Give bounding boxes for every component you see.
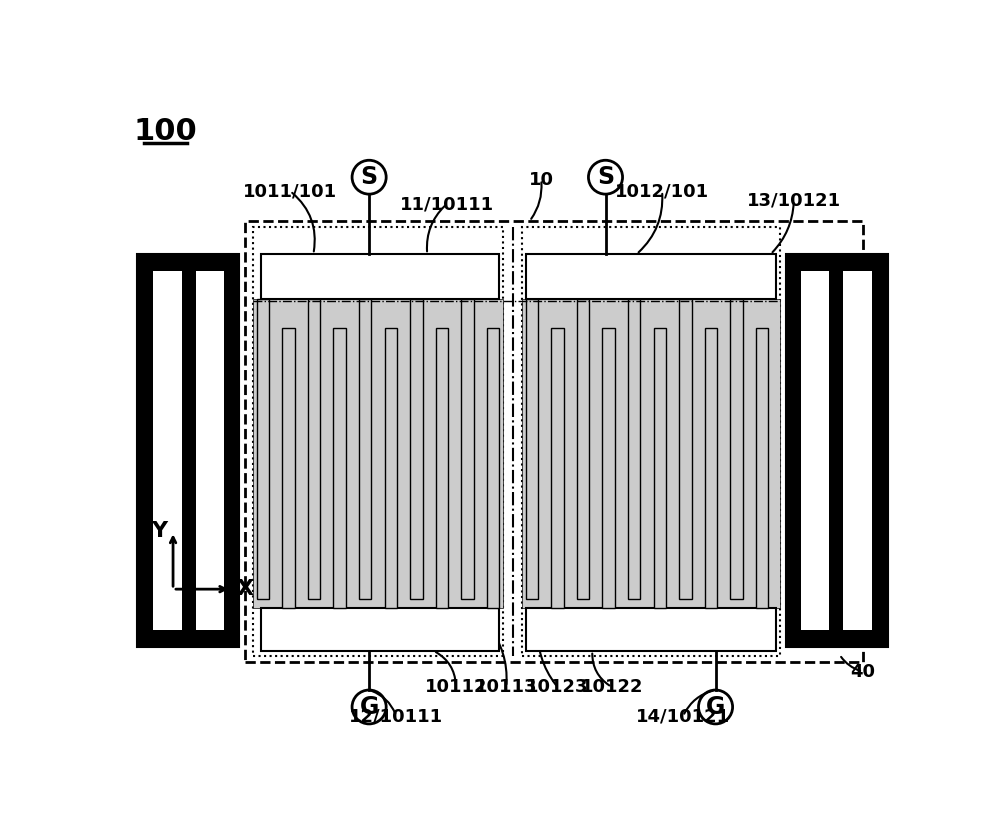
Bar xyxy=(410,299,423,600)
Text: S: S xyxy=(597,165,614,190)
Bar xyxy=(153,271,182,630)
Bar xyxy=(526,609,776,650)
Bar xyxy=(333,328,346,609)
Text: 11/10111: 11/10111 xyxy=(400,195,494,213)
Text: 10113: 10113 xyxy=(475,678,538,696)
Text: X: X xyxy=(237,579,254,600)
Bar xyxy=(786,254,888,647)
Text: G: G xyxy=(359,695,379,719)
Text: 12/10111: 12/10111 xyxy=(349,707,443,726)
Bar xyxy=(257,299,269,600)
Bar xyxy=(679,299,692,600)
Text: 13/10121: 13/10121 xyxy=(747,191,841,210)
Bar xyxy=(730,299,743,600)
Bar xyxy=(137,254,239,647)
Text: 1011/101: 1011/101 xyxy=(243,182,337,200)
Bar xyxy=(602,328,615,609)
Bar xyxy=(308,299,320,600)
Bar xyxy=(253,299,503,609)
Bar xyxy=(628,299,640,600)
Bar xyxy=(253,227,503,656)
Bar xyxy=(436,328,448,609)
Bar xyxy=(654,328,666,609)
Text: 10122: 10122 xyxy=(580,678,643,696)
Bar xyxy=(577,299,589,600)
Bar xyxy=(487,328,499,609)
Bar xyxy=(359,299,371,600)
Text: 10: 10 xyxy=(529,170,554,189)
Text: 10112: 10112 xyxy=(425,678,487,696)
Bar xyxy=(261,254,499,299)
Text: G: G xyxy=(706,695,725,719)
Text: Y: Y xyxy=(151,521,167,541)
Bar xyxy=(551,328,564,609)
Bar xyxy=(196,271,224,630)
Bar xyxy=(461,299,474,600)
Text: 10123: 10123 xyxy=(526,678,589,696)
Bar xyxy=(261,609,499,650)
Text: 40: 40 xyxy=(850,662,875,681)
Bar xyxy=(801,271,829,630)
Text: 14/10121: 14/10121 xyxy=(636,707,730,726)
Bar xyxy=(843,271,872,630)
Bar xyxy=(756,328,768,609)
Bar xyxy=(522,299,780,609)
Bar xyxy=(385,328,397,609)
Text: S: S xyxy=(361,165,378,190)
Bar xyxy=(282,328,295,609)
Bar xyxy=(522,227,780,656)
Text: 1012/101: 1012/101 xyxy=(615,182,709,200)
Bar xyxy=(245,221,863,662)
Bar xyxy=(705,328,717,609)
Bar xyxy=(526,299,538,600)
Bar xyxy=(526,254,776,299)
Text: 100: 100 xyxy=(133,117,197,145)
